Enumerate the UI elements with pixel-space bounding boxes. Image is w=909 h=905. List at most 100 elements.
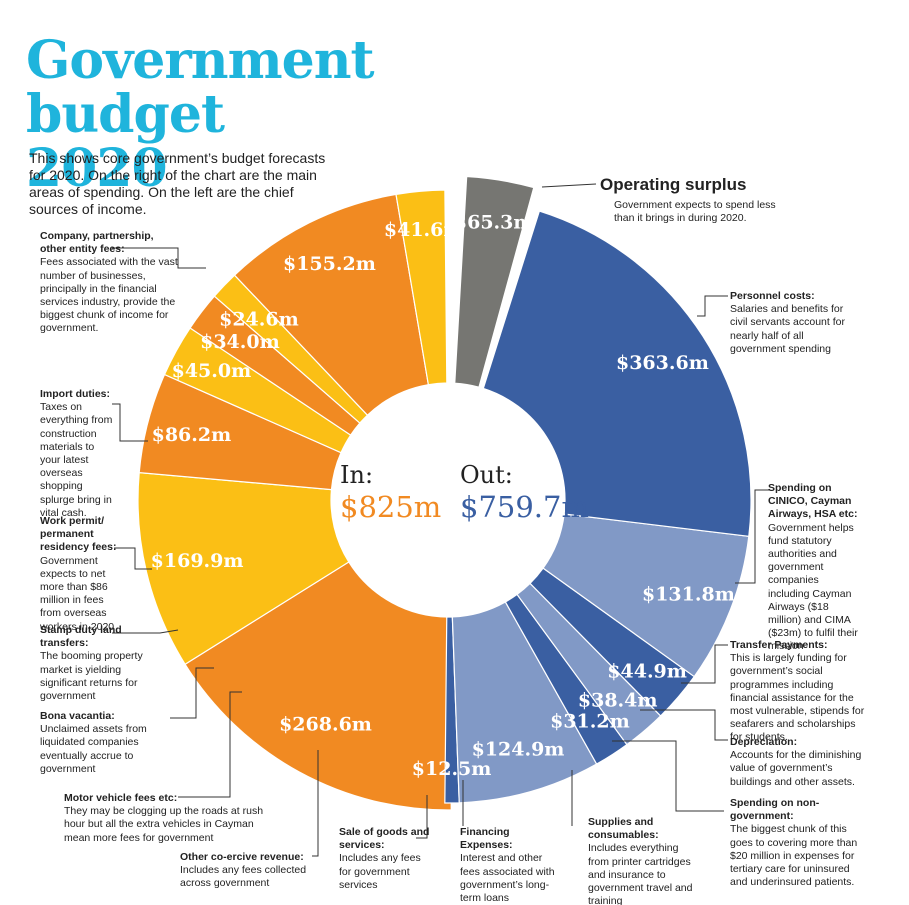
annotation-title: Work permit/ permanent residency fees:: [40, 515, 117, 554]
slice-company: [184, 561, 452, 811]
out-total: $759.7m: [460, 490, 589, 524]
slice-label-company: $268.6m: [279, 714, 372, 736]
annotation-body: Unclaimed assets from liquidated compani…: [40, 723, 147, 775]
annotation-depreciation: Depreciation: Accounts for the diminishi…: [730, 736, 865, 789]
slice-label-supplies: $124.9m: [472, 738, 565, 760]
leader-line-sale: [416, 795, 428, 839]
slice-depreciation: [516, 582, 662, 746]
annotation-financing-expenses: Financing Expenses: Interest and other f…: [460, 826, 565, 905]
annotation-title: Bona vacantia:: [40, 710, 115, 722]
annotation-non-government: Spending on non-government: The biggest …: [730, 797, 870, 889]
leader-line-cinico: [735, 489, 770, 584]
annotation-title: Spending on CINICO, Cayman Airways, HSA …: [768, 482, 858, 521]
operating-surplus-title: Operating surplus: [600, 175, 747, 194]
leader-line-motor: [178, 691, 242, 798]
slice-label-personnel: $363.6m: [616, 352, 709, 374]
title-line-1: Government: [26, 30, 375, 91]
slice-label-depreciation: $38.4m: [578, 690, 658, 712]
slice-label-work_permit: $86.2m: [152, 424, 232, 446]
leader-line-stamp: [112, 629, 179, 634]
annotation-coercive-revenue: Other co-ercive revenue: Includes any fe…: [180, 851, 320, 891]
annotation-body: The booming property market is yielding …: [40, 650, 143, 703]
slice-cinico: [542, 513, 750, 678]
slice-label-cinico: $131.8m: [642, 584, 735, 606]
slice-label-nongov: $31.2m: [550, 710, 630, 732]
slice-coercive: [233, 193, 430, 416]
leader-line-coercive: [312, 750, 319, 857]
annotation-title: Financing Expenses:: [460, 826, 513, 852]
out-label: Out:: [460, 461, 513, 489]
slice-label-sale: $41.6m: [384, 219, 464, 241]
slice-label-financing: $12.5m: [412, 758, 492, 780]
subtitle: This shows core government’s budget fore…: [29, 150, 326, 217]
annotation-body: Includes any fees for government service…: [339, 852, 421, 891]
slice-import: [137, 471, 350, 666]
leader-line-depreciation: [640, 709, 728, 741]
slice-label-stamp: $45.0m: [172, 360, 252, 382]
annotation-body: Fees associated with the vast number of …: [40, 256, 178, 335]
page-title: Government budget 2020: [26, 34, 375, 199]
annotation-title: Transfer Payments:: [730, 639, 828, 651]
leader-line-transfer: [681, 644, 728, 684]
leader-line-personnel: [697, 295, 728, 317]
leader-line-work_permit: [114, 547, 152, 570]
annotation-supplies: Supplies and consumables: Includes every…: [588, 816, 700, 905]
slice-label-bona: $34.0m: [200, 331, 280, 353]
annotation-stamp-duty: Stamp duty land transfers: The booming p…: [40, 624, 170, 703]
annotation-title: Spending on non-government:: [730, 797, 820, 823]
annotation-title: Company, partnership, other entity fees:: [40, 230, 154, 256]
slice-operating-surplus: [454, 175, 535, 388]
slice-label-motor: $24.6m: [219, 309, 299, 331]
leader-line-company: [112, 247, 206, 269]
annotation-transfer-payments: Transfer Payments: This is largely fundi…: [730, 639, 865, 745]
annotation-work-permit: Work permit/ permanent residency fees: G…: [40, 515, 118, 634]
slice-label-operating-surplus: $65.3m: [454, 212, 534, 234]
annotation-sale-of-goods: Sale of goods and services: Includes any…: [339, 826, 431, 892]
annotation-motor-vehicle: Motor vehicle fees etc: They may be clog…: [64, 792, 269, 845]
slice-personnel: [482, 210, 752, 537]
center-text: In: $825m Out: $759.7m: [340, 461, 589, 524]
slice-transfer: [529, 567, 696, 717]
slice-label-coercive: $155.2m: [283, 253, 376, 275]
annotation-bona-vacantia: Bona vacantia: Unclaimed assets from liq…: [40, 710, 175, 776]
annotation-body: Taxes on everything from construction ma…: [40, 401, 113, 519]
annotation-body: This is largely funding for government’s…: [730, 652, 865, 744]
in-total: $825m: [340, 490, 441, 524]
leader-line-operating-surplus: [541, 183, 597, 188]
annotation-company-fees: Company, partnership, other entity fees:…: [40, 230, 180, 336]
leader-lines: [112, 183, 770, 857]
annotation-body: Includes everything from printer cartrid…: [588, 842, 693, 905]
slice-label-transfer: $44.9m: [607, 660, 687, 682]
annotation-title: Sale of goods and services:: [339, 826, 430, 852]
annotation-title: Supplies and consumables:: [588, 816, 659, 842]
slice-nongov: [504, 593, 628, 765]
annotation-body: Salaries and benefits for civil servants…: [730, 303, 845, 355]
annotation-cinico: Spending on CINICO, Cayman Airways, HSA …: [768, 482, 861, 654]
annotation-title: Depreciation:: [730, 736, 798, 748]
annotation-personnel: Personnel costs: Salaries and benefits f…: [730, 290, 860, 356]
chart-slices: [137, 175, 752, 811]
annotation-body: Includes any fees collected across gover…: [180, 864, 307, 890]
leader-line-bona: [170, 667, 214, 719]
annotation-body: Government helps fund statutory authorit…: [768, 521, 858, 653]
annotation-title: Other co-ercive revenue:: [180, 851, 304, 863]
leader-line-nongov: [612, 740, 724, 812]
slice-supplies: [451, 601, 598, 804]
slice-labels: $268.6m $169.9m $86.2m $45.0m $34.0m$24.6m $1…: [151, 212, 735, 780]
annotation-body: The biggest chunk of this goes to coveri…: [730, 823, 858, 889]
annotation-title: Personnel costs:: [730, 290, 815, 302]
title-line-2: budget 2020: [26, 84, 225, 199]
annotation-title: Import duties:: [40, 388, 110, 400]
annotation-body: Interest and other fees associated with …: [460, 852, 555, 905]
annotation-body: They may be clogging up the roads at rus…: [64, 805, 264, 844]
annotation-body: Government expects to net more than $86 …: [40, 554, 115, 633]
annotation-title: Motor vehicle fees etc:: [64, 792, 178, 804]
slice-label-import: $169.9m: [151, 550, 244, 572]
leader-line-import: [112, 403, 148, 442]
annotation-body: Accounts for the diminishing value of go…: [730, 749, 862, 788]
in-label: In:: [340, 461, 373, 489]
operating-surplus-body: Government expects to spend less than it…: [614, 199, 776, 224]
annotation-import-duties: Import duties: Taxes on everything from …: [40, 388, 116, 520]
